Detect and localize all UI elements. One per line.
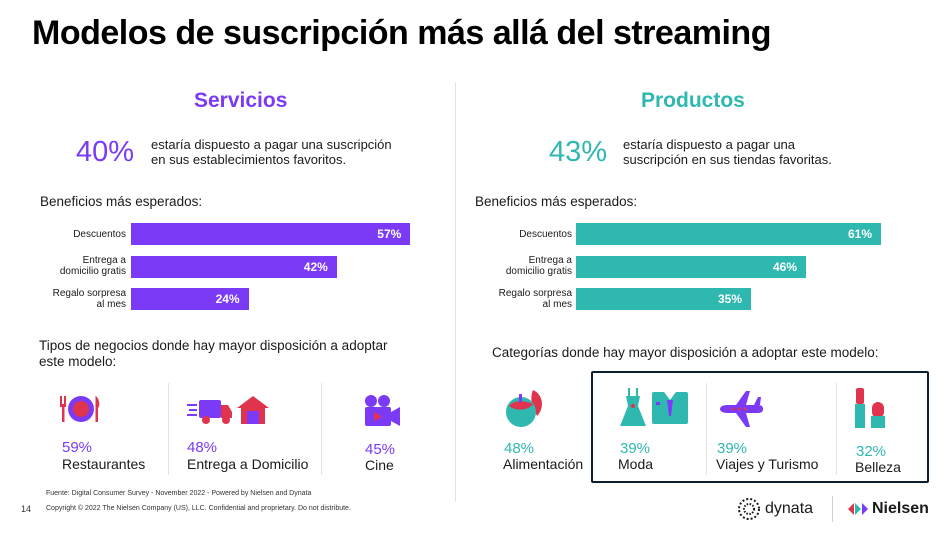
- servicios-bar-value: 42%: [303, 260, 328, 274]
- servicios-bar-value: 24%: [215, 292, 240, 306]
- airplane-icon: [720, 391, 763, 427]
- servicios-bar-label-line: al mes: [96, 299, 126, 310]
- footer-copyright: Copyright © 2022 The Nielsen Company (US…: [46, 505, 351, 512]
- belleza-pct: 32%: [856, 443, 887, 460]
- item-separator: [836, 383, 837, 475]
- cosmetics-icon: [855, 388, 885, 428]
- productos-heading: Productos: [641, 89, 745, 112]
- servicios-bar-regalo: 24%: [131, 288, 249, 310]
- viajes-pct: 39%: [717, 440, 748, 457]
- productos-bar-regalo: 35%: [576, 288, 751, 310]
- servicios-bar-value: 57%: [377, 227, 402, 241]
- productos-bar-label-line: al mes: [542, 299, 572, 310]
- productos-bar-entrega: 46%: [576, 256, 806, 278]
- nielsen-logo-icon: [848, 503, 868, 515]
- servicios-tipos-text: Tipos de negocios donde hay mayor dispos…: [39, 338, 387, 370]
- productos-pct-line-2: suscripción en sus tiendas favoritas.: [623, 152, 832, 167]
- moda-label: Moda: [618, 456, 654, 472]
- page-number: 14: [21, 504, 32, 514]
- item-separator: [706, 383, 707, 475]
- highlight-box: [591, 371, 929, 483]
- productos-pct-text: estaría dispuesto a pagar una suscripció…: [623, 137, 832, 167]
- item-separator: [168, 383, 169, 475]
- belleza-label: Belleza: [855, 459, 901, 475]
- productos-bar-descuentos: 61%: [576, 223, 881, 245]
- productos-bar-label-descuentos: Descuentos: [464, 229, 572, 240]
- alimentacion-pct: 48%: [504, 440, 535, 457]
- servicios-bar-label-line: domicilio gratis: [59, 266, 126, 277]
- nielsen-logo: Nielsen: [848, 496, 929, 522]
- productos-bar-label-line: Entrega a: [528, 255, 572, 266]
- food-icon: [506, 390, 542, 427]
- productos-pct-line-1: estaría dispuesto a pagar una: [623, 137, 796, 152]
- viajes-label: Viajes y Turismo: [716, 456, 819, 472]
- servicios-bar-label-entrega: Entrega a domicilio gratis: [20, 255, 126, 277]
- dynata-logo-text: dynata: [765, 500, 814, 517]
- delivery-icon: [187, 396, 269, 424]
- servicios-bar-label-line: Descuentos: [73, 229, 126, 240]
- nielsen-logo-text: Nielsen: [872, 500, 929, 517]
- productos-bar-label-regalo: Regalo sorpresa al mes: [464, 288, 572, 310]
- servicios-bar-label-regalo: Regalo sorpresa al mes: [20, 288, 126, 310]
- footer-source: Fuente: Digital Consumer Survey - Novemb…: [46, 490, 312, 497]
- servicios-bar-label-line: Entrega a: [82, 255, 126, 266]
- productos-beneficios-heading: Beneficios más esperados:: [475, 194, 638, 209]
- productos-bar-value: 35%: [717, 292, 742, 306]
- cine-label: Cine: [365, 457, 394, 473]
- dynata-logo-icon: [738, 498, 760, 520]
- alimentacion-label: Alimentación: [503, 456, 584, 472]
- productos-categorias-text: Categorías donde hay mayor disposición a…: [492, 345, 879, 360]
- servicios-bar-label-line: Regalo sorpresa: [52, 288, 126, 299]
- fashion-icon: [620, 388, 688, 426]
- productos-bar-value: 46%: [772, 260, 797, 274]
- productos-big-pct: 43%: [549, 136, 608, 168]
- productos-bar-label-entrega: Entrega a domicilio gratis: [464, 255, 572, 277]
- productos-bar-value: 61%: [847, 227, 872, 241]
- restaurantes-label: Restaurantes: [62, 456, 146, 472]
- servicios-tipos-line-1: Tipos de negocios donde hay mayor dispos…: [39, 338, 388, 353]
- restaurant-icon: [60, 396, 100, 422]
- item-separator: [321, 383, 322, 475]
- servicios-pct-line-2: en sus establecimientos favoritos.: [151, 152, 347, 167]
- productos-bar-label-line: domicilio gratis: [505, 266, 572, 277]
- movie-camera-icon: [365, 395, 400, 426]
- cine-pct: 45%: [365, 441, 396, 458]
- servicios-bar-label-descuentos: Descuentos: [20, 229, 126, 240]
- logo-separator: [832, 496, 833, 522]
- servicios-big-pct: 40%: [76, 136, 135, 168]
- entrega-pct: 48%: [187, 439, 218, 456]
- productos-bar-label-line: Regalo sorpresa: [498, 288, 572, 299]
- servicios-heading: Servicios: [194, 89, 288, 112]
- moda-pct: 39%: [620, 440, 651, 457]
- servicios-bar-descuentos: 57%: [131, 223, 411, 245]
- servicios-bar-entrega: 42%: [131, 256, 337, 278]
- dynata-logo: dynata: [737, 496, 813, 522]
- productos-bar-label-line: Descuentos: [519, 229, 572, 240]
- servicios-beneficios-heading: Beneficios más esperados:: [40, 194, 203, 209]
- servicios-pct-line-1: estaría dispuesto a pagar una suscripció…: [151, 137, 392, 152]
- page-title: Modelos de suscripción más allá del stre…: [32, 14, 771, 52]
- servicios-tipos-line-2: este modelo:: [39, 354, 117, 369]
- column-divider: [455, 82, 456, 502]
- restaurantes-pct: 59%: [62, 439, 93, 456]
- servicios-pct-text: estaría dispuesto a pagar una suscripció…: [151, 137, 392, 167]
- entrega-label: Entrega a Domicilio: [187, 456, 309, 472]
